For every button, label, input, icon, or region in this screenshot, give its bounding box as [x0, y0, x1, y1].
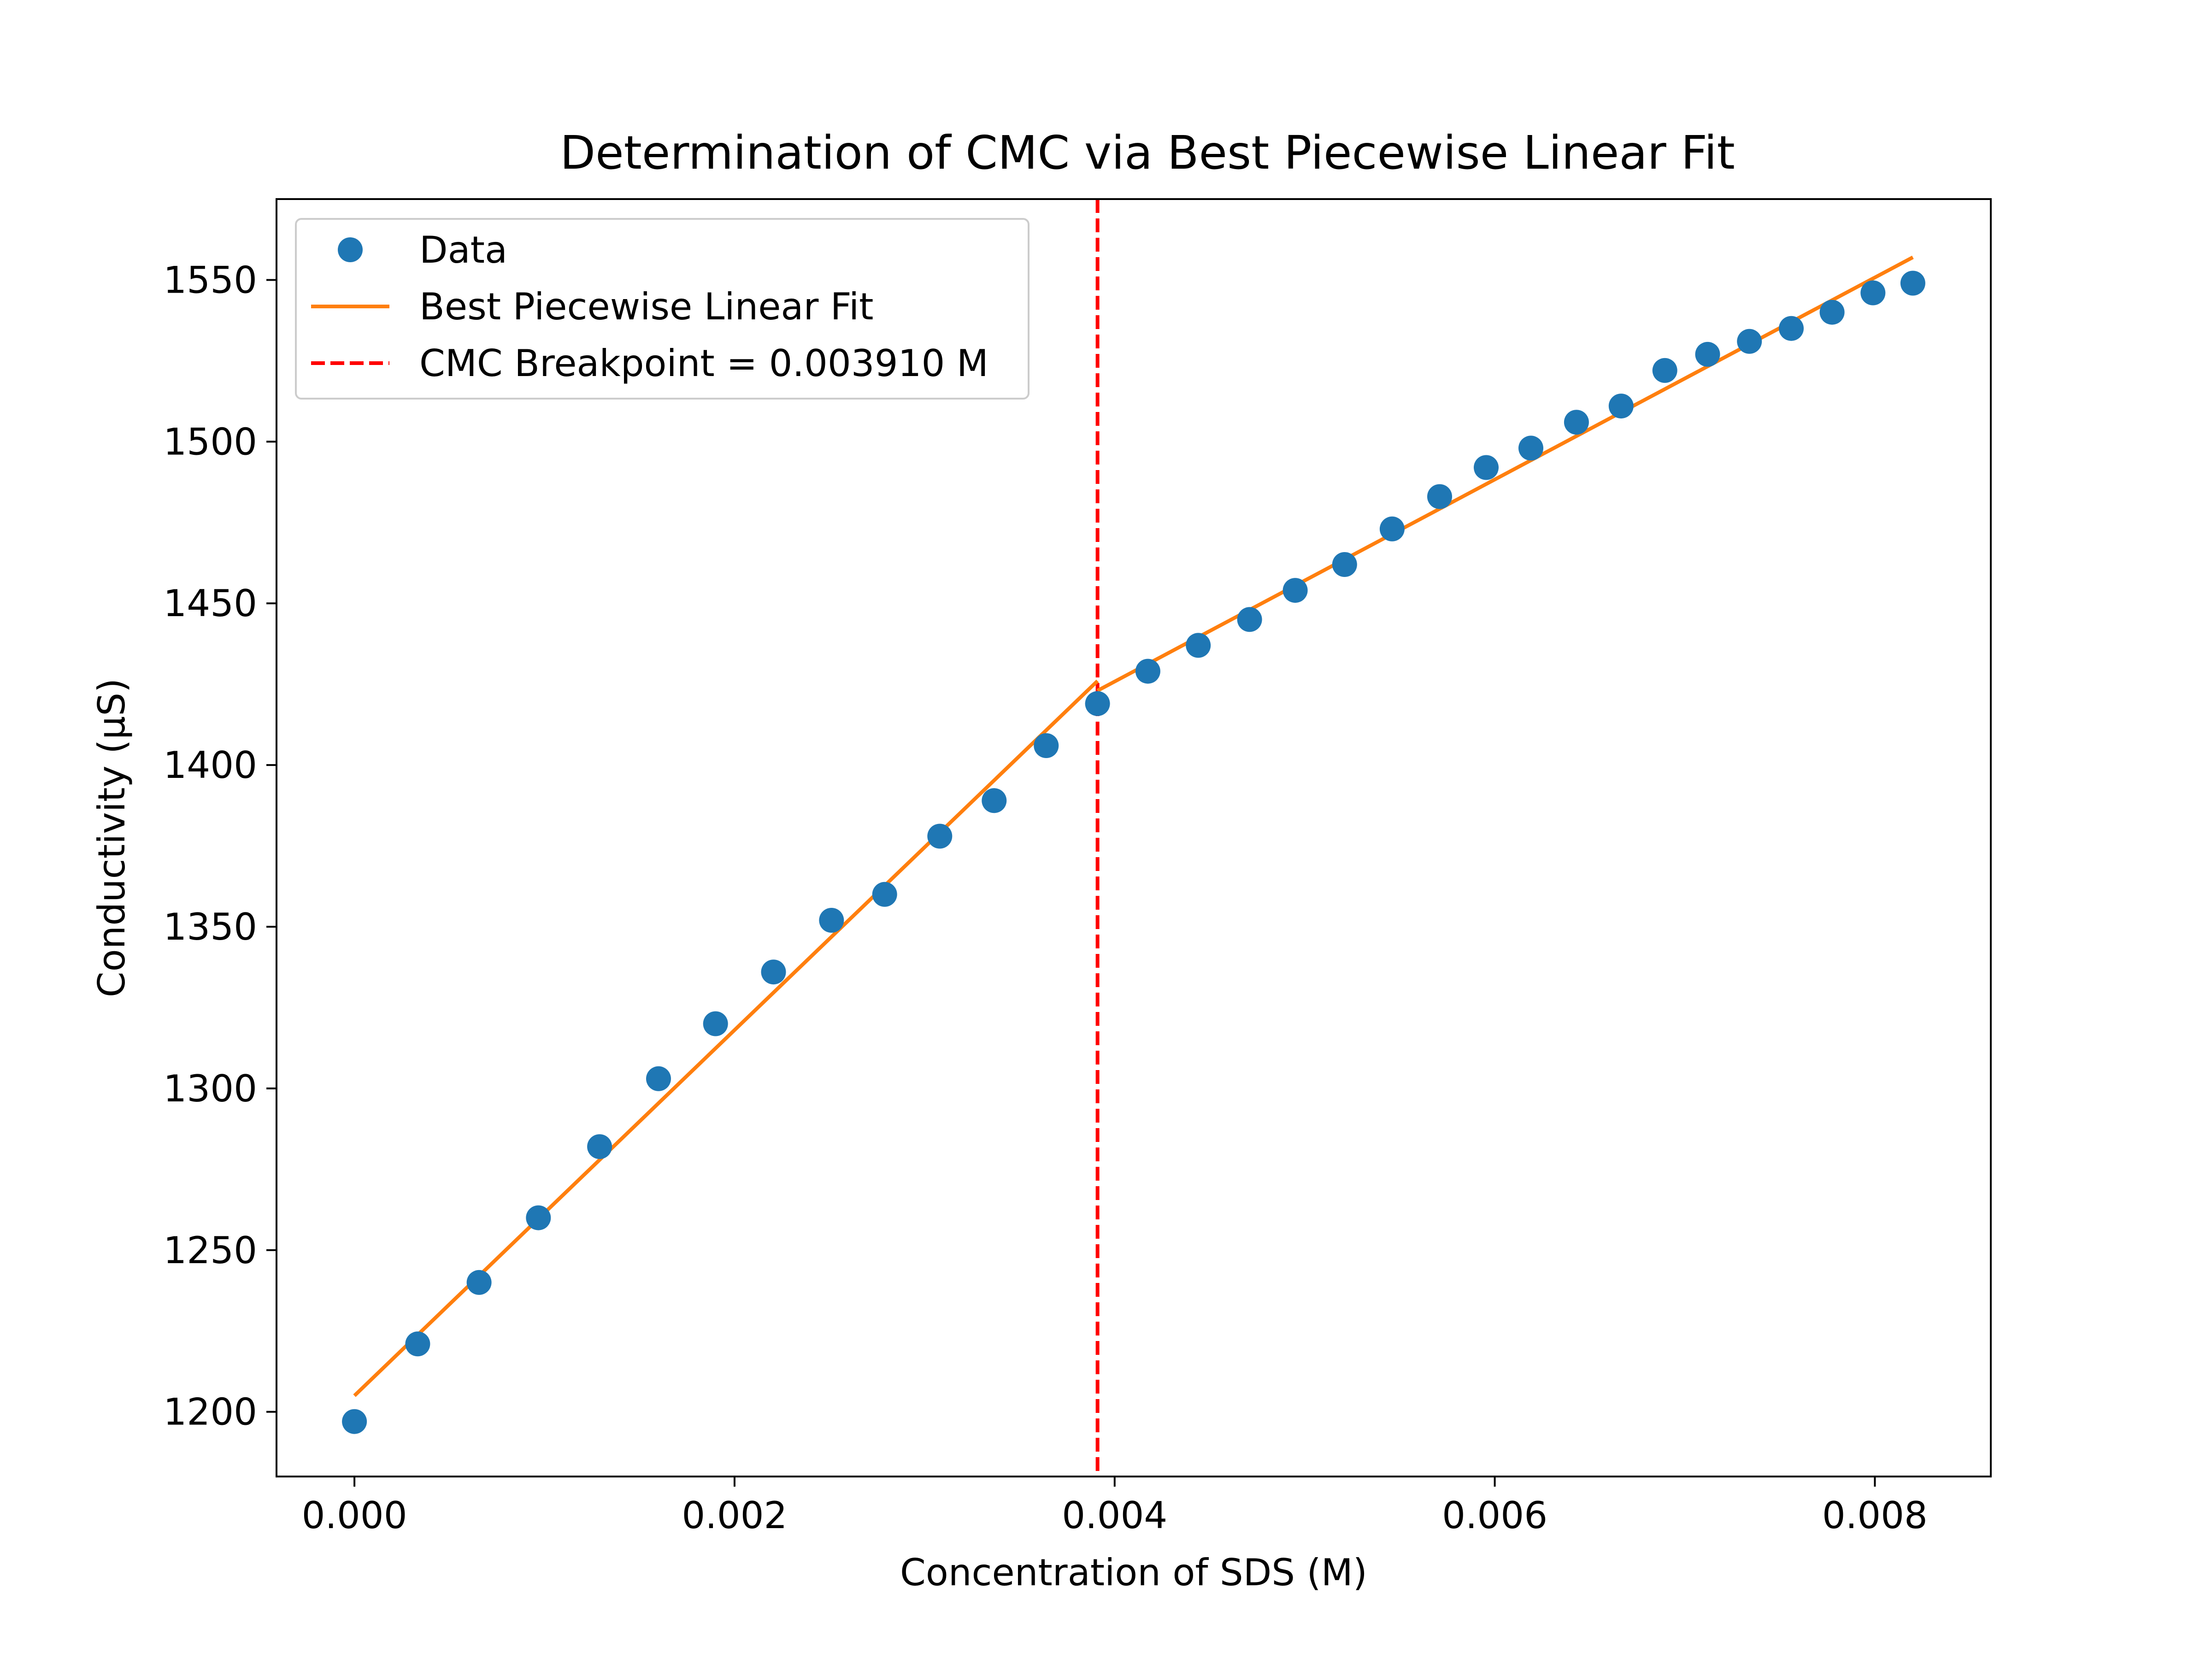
chart-title: Determination of CMC via Best Piecewise … — [560, 126, 1735, 180]
x-tick-label: 0.002 — [682, 1494, 787, 1537]
y-tick-label: 1250 — [163, 1229, 257, 1272]
legend-data-label: Data — [419, 229, 507, 271]
legend-box — [295, 218, 1030, 400]
plot-frame — [276, 198, 1992, 1477]
legend-fit-label: Best Piecewise Linear Fit — [419, 285, 874, 328]
data-point — [927, 824, 953, 849]
y-tick-label: 1300 — [163, 1067, 257, 1110]
legend-data-marker — [338, 237, 363, 262]
data-point — [1564, 410, 1589, 435]
y-tick-label: 1450 — [163, 582, 257, 625]
y-axis: 1200 1250 1300 1350 1400 1450 1500 1550 — [163, 259, 276, 1434]
data-point — [982, 788, 1007, 813]
y-tick-label: 1400 — [163, 744, 257, 787]
plot-area — [276, 198, 1992, 1477]
data-point — [1379, 516, 1405, 541]
x-tick-label: 0.004 — [1062, 1494, 1167, 1537]
data-point — [761, 959, 786, 985]
data-point — [1779, 316, 1804, 341]
data-point — [1135, 659, 1160, 684]
data-point — [1695, 341, 1720, 367]
fit-line-segment-2 — [1096, 255, 1914, 693]
data-point — [1900, 271, 1925, 296]
data-point — [1085, 691, 1110, 716]
data-point — [1608, 394, 1634, 419]
data-point — [405, 1331, 430, 1357]
y-tick-label: 1350 — [163, 906, 257, 948]
data-point — [872, 882, 897, 907]
legend: Data Best Piecewise Linear Fit CMC Break… — [295, 218, 1030, 400]
data-point — [587, 1134, 612, 1159]
y-tick-label: 1500 — [163, 420, 257, 463]
data-point — [1737, 329, 1762, 354]
data-point — [1237, 607, 1262, 632]
data-point — [819, 908, 844, 933]
data-point — [1518, 435, 1543, 461]
x-axis: 0.000 0.002 0.004 0.006 0.008 — [302, 1477, 1928, 1537]
y-tick-label: 1200 — [163, 1391, 257, 1434]
x-tick-label: 0.006 — [1442, 1494, 1547, 1537]
data-point — [1819, 300, 1845, 325]
data-point — [1186, 633, 1211, 658]
x-axis-label: Concentration of SDS (M) — [900, 1551, 1367, 1594]
data-point — [466, 1270, 492, 1295]
data-point — [1652, 358, 1677, 383]
legend-cmc-label: CMC Breakpoint = 0.003910 M — [419, 342, 988, 385]
data-point — [1034, 733, 1059, 758]
data-point — [1282, 578, 1308, 603]
y-axis-label: Conductivity (µS) — [90, 678, 133, 997]
x-tick-label: 0.008 — [1822, 1494, 1928, 1537]
data-point — [1860, 280, 1886, 306]
data-point — [1474, 455, 1499, 480]
data-point — [646, 1066, 671, 1091]
y-tick-label: 1550 — [163, 259, 257, 301]
x-tick-label: 0.000 — [302, 1494, 407, 1537]
data-point — [1427, 484, 1452, 509]
data-point — [703, 1011, 728, 1036]
data-point — [1332, 552, 1357, 577]
data-point — [526, 1205, 551, 1230]
data-point — [342, 1409, 367, 1434]
